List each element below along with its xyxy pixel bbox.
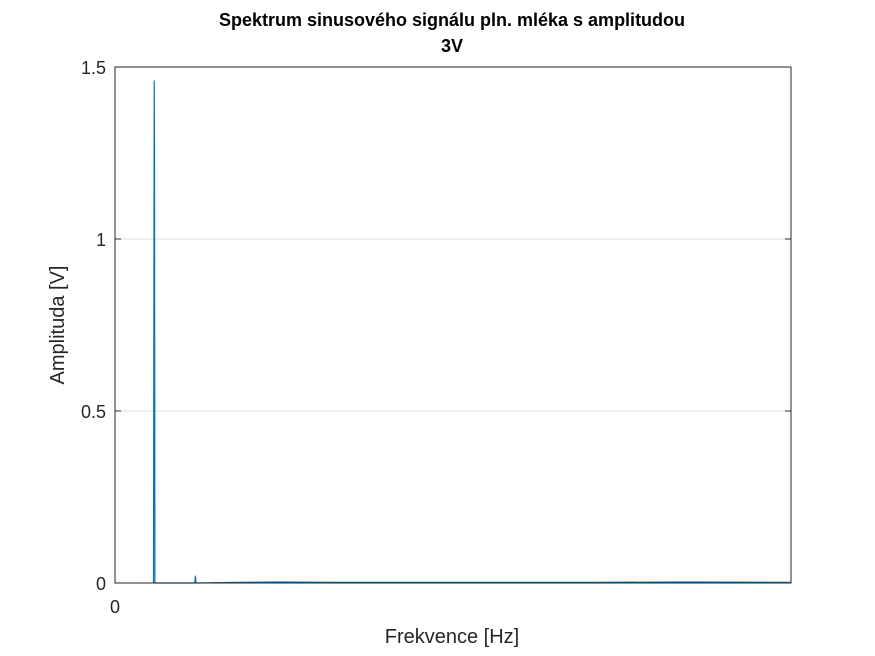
x-ticks: 0 — [110, 577, 120, 617]
y-tick-label: 1.5 — [81, 58, 106, 78]
chart-title-line1: Spektrum sinusového signálu pln. mléka s… — [219, 10, 685, 30]
x-tick-label: 0 — [110, 597, 120, 617]
series-line — [152, 80, 792, 584]
axes-box — [114, 66, 792, 584]
y-tick-label: 0.5 — [81, 402, 106, 422]
y-axis-label: Amplituda [V] — [47, 266, 69, 385]
x-axis-label: Frekvence [Hz] — [385, 626, 519, 648]
y-tick-label: 0 — [96, 574, 106, 594]
y-ticks: 0 0.5 1 1.5 — [81, 58, 791, 594]
series-layer — [152, 80, 792, 584]
y-tick-label: 1 — [96, 230, 106, 250]
grid — [115, 238, 791, 412]
chart-title-line2: 3V — [441, 36, 463, 56]
